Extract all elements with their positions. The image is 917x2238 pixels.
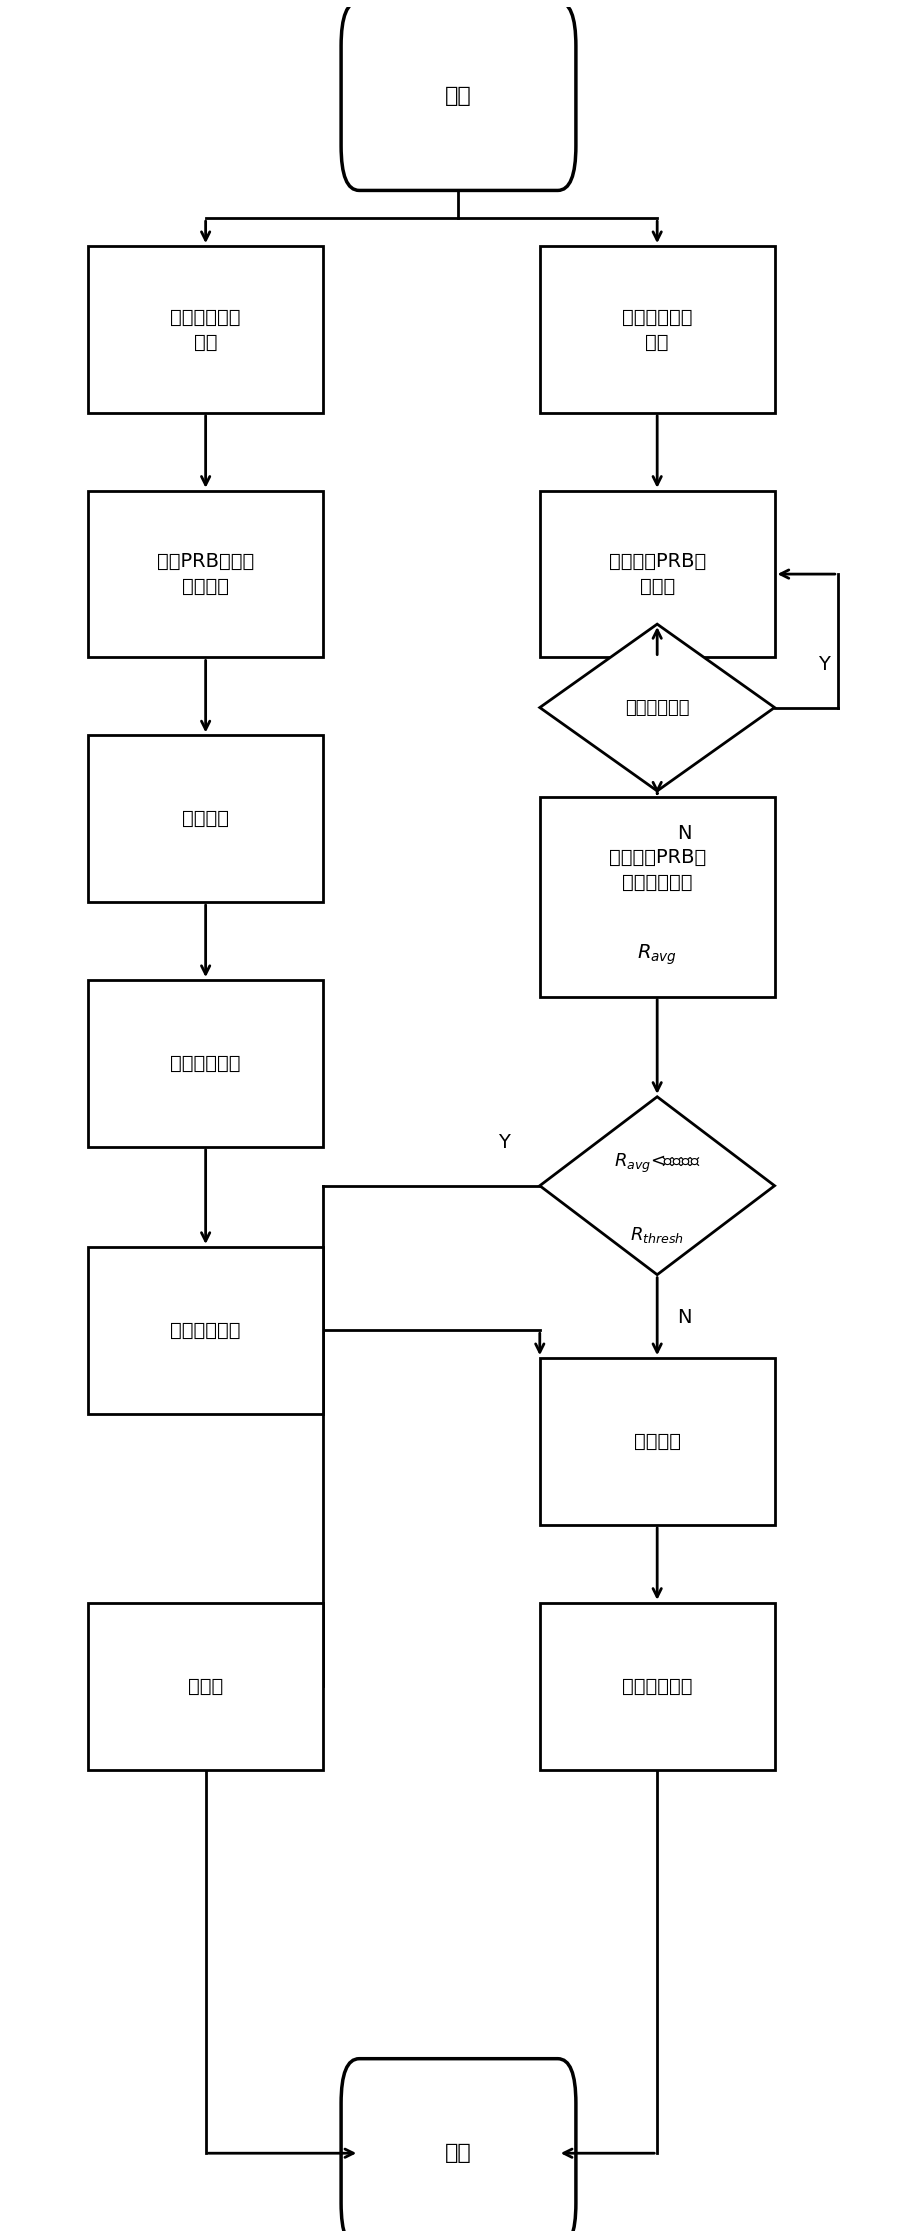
Text: 获得小区PRB干
扰数据: 获得小区PRB干 扰数据 <box>609 553 706 595</box>
Text: 无干扰: 无干扰 <box>188 1676 223 1696</box>
Text: 开始: 开始 <box>445 85 472 105</box>
Text: 判断干扰类型: 判断干扰类型 <box>622 1676 692 1696</box>
Text: 统计小区PRB干
扰电平平均值: 统计小区PRB干 扰电平平均值 <box>609 848 706 893</box>
Text: Y: Y <box>498 1132 510 1153</box>
Text: $R_{avg}$: $R_{avg}$ <box>637 942 678 967</box>
Text: Y: Y <box>818 656 830 674</box>
FancyBboxPatch shape <box>341 2 576 190</box>
Text: 特征提取: 特征提取 <box>182 810 229 828</box>
Text: $R_{thresh}$: $R_{thresh}$ <box>630 1224 684 1244</box>
Text: N: N <box>677 824 691 844</box>
Text: N: N <box>677 1307 691 1327</box>
FancyBboxPatch shape <box>88 246 323 412</box>
FancyBboxPatch shape <box>88 1602 323 1770</box>
FancyBboxPatch shape <box>540 490 775 658</box>
FancyBboxPatch shape <box>540 1358 775 1524</box>
FancyBboxPatch shape <box>88 1247 323 1414</box>
Text: 模型线下训练
模块: 模型线下训练 模块 <box>171 307 241 351</box>
Text: $R_{avg}$<干扰阈值: $R_{avg}$<干扰阈值 <box>613 1153 701 1175</box>
FancyBboxPatch shape <box>88 736 323 902</box>
FancyBboxPatch shape <box>540 797 775 996</box>
Text: 结束: 结束 <box>445 2144 472 2164</box>
Text: 得到最优模型: 得到最优模型 <box>171 1320 241 1341</box>
FancyBboxPatch shape <box>540 246 775 412</box>
Text: 数据是否缺失: 数据是否缺失 <box>624 698 690 716</box>
Text: 特征提取: 特征提取 <box>634 1432 680 1450</box>
FancyBboxPatch shape <box>341 2059 576 2238</box>
Text: 模型参数选择: 模型参数选择 <box>171 1054 241 1072</box>
FancyBboxPatch shape <box>88 980 323 1146</box>
FancyBboxPatch shape <box>540 1602 775 1770</box>
Polygon shape <box>540 624 775 790</box>
Polygon shape <box>540 1097 775 1276</box>
Text: 小区PRB干扰数
据预处理: 小区PRB干扰数 据预处理 <box>157 553 254 595</box>
Text: 模型线上应用
模块: 模型线上应用 模块 <box>622 307 692 351</box>
FancyBboxPatch shape <box>88 490 323 658</box>
